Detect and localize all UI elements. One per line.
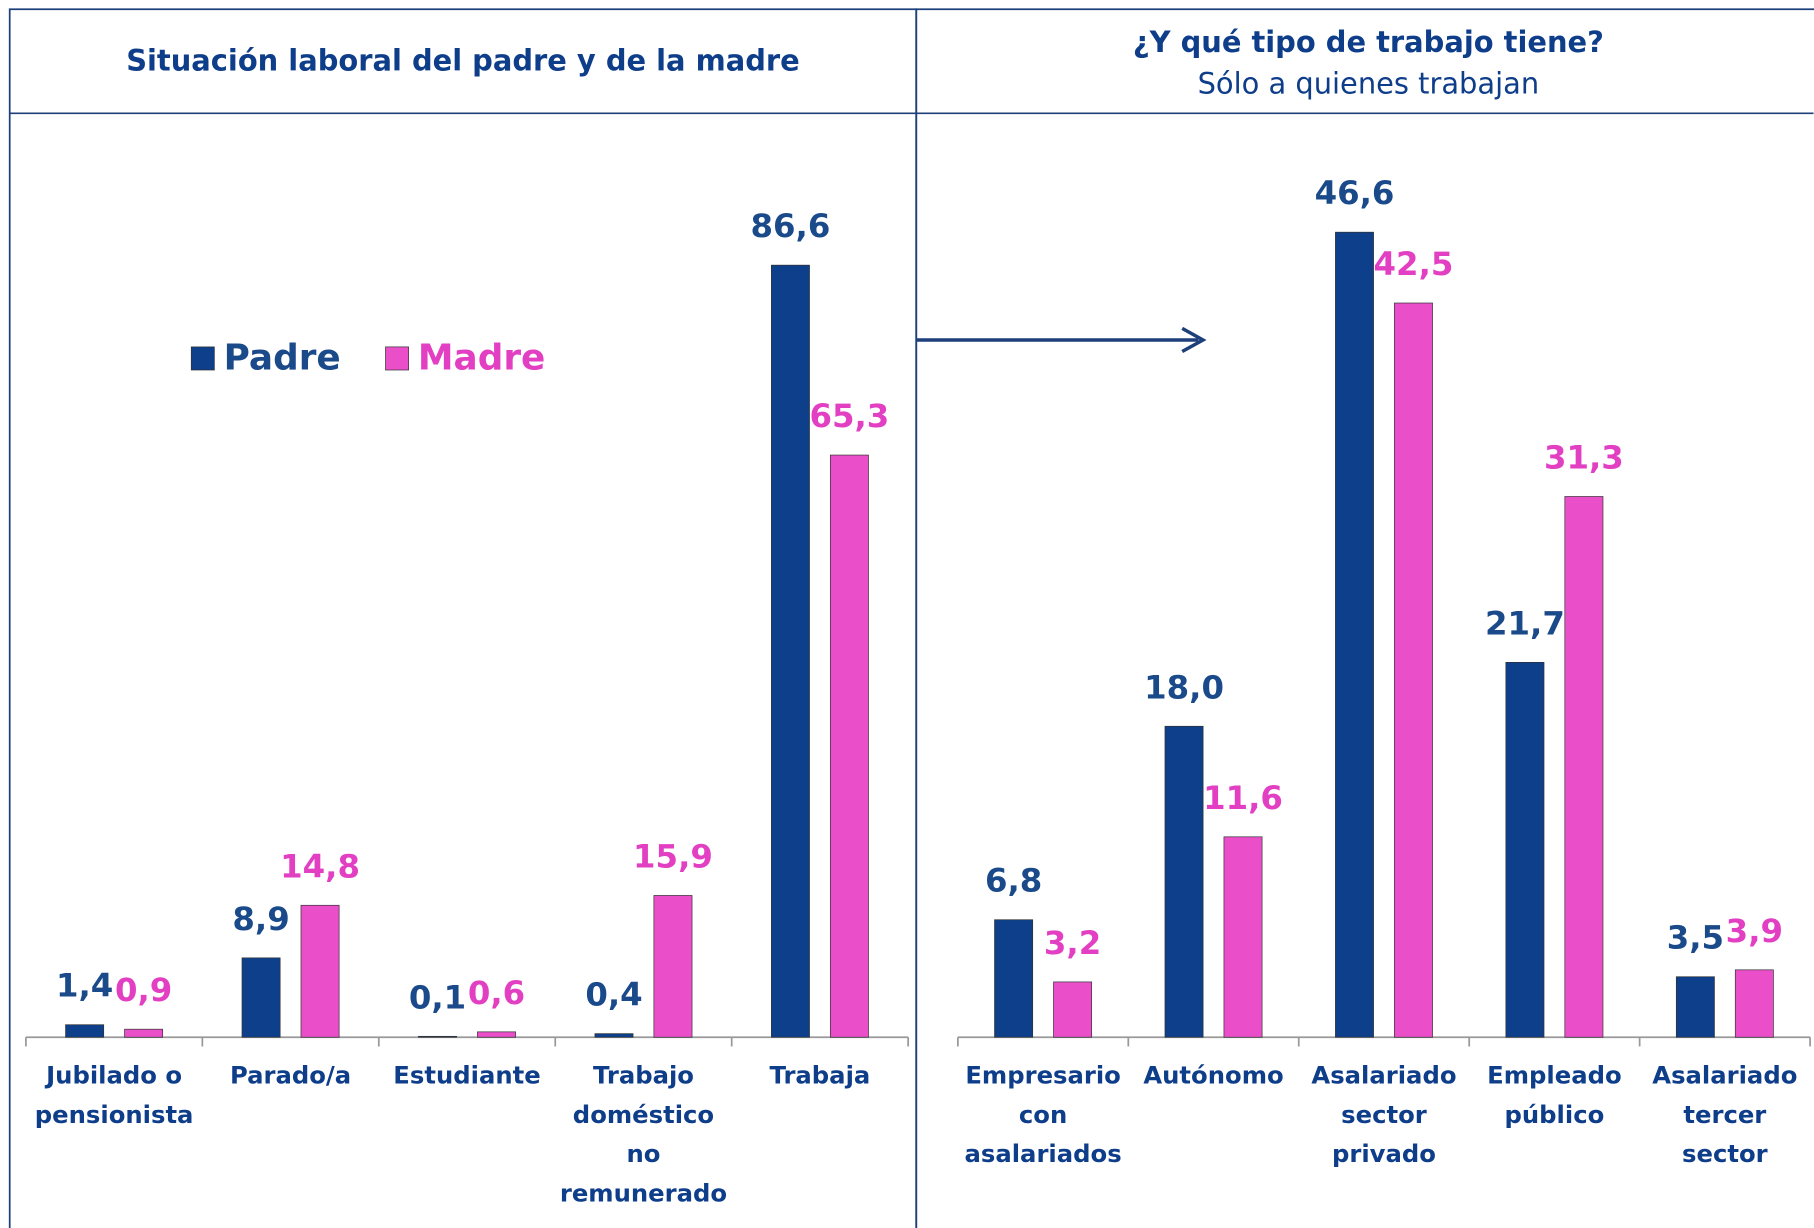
x-tick-label-box: Empleado público <box>1487 1061 1622 1129</box>
chart-title: Situación laboral del padre y de la madr… <box>126 43 800 77</box>
data-label: 14,8 <box>280 847 360 885</box>
data-label: 0,1 <box>409 978 466 1016</box>
x-tick-label-box: Estudiante <box>393 1061 541 1090</box>
x-tick-label: Empresario con asalariados <box>964 1061 1122 1168</box>
data-label: 0,4 <box>585 976 642 1014</box>
bar <box>1335 231 1374 1038</box>
chart-subtitle: Sólo a quienes trabajan <box>1198 67 1540 101</box>
data-label: 6,8 <box>985 862 1042 900</box>
bar <box>1053 981 1093 1038</box>
data-label: 8,9 <box>232 900 289 938</box>
bar <box>124 1028 164 1038</box>
bar <box>1505 661 1545 1038</box>
data-label: 21,7 <box>1485 604 1565 642</box>
data-label: 15,9 <box>633 837 713 875</box>
bar <box>994 919 1034 1038</box>
bar <box>1164 725 1204 1038</box>
bar <box>477 1031 516 1038</box>
data-label: 18,0 <box>1144 668 1224 706</box>
x-tick-label-box: Asalariado sector privado <box>1311 1061 1457 1168</box>
x-tick-label-box: Empresario con asalariados <box>964 1061 1122 1168</box>
x-tick-label-box: Jubilado o pensionista <box>34 1061 194 1129</box>
arrow-head <box>1181 326 1207 354</box>
bar <box>594 1033 634 1038</box>
x-tick-label-box: Asalariado tercer sector <box>1652 1061 1798 1168</box>
x-tick-label: Asalariado tercer sector <box>1652 1061 1798 1168</box>
x-tick-label-box: Autónomo <box>1143 1061 1284 1090</box>
x-tick-label: Parado/a <box>229 1061 352 1090</box>
x-tick-label: Asalariado sector privado <box>1311 1061 1457 1168</box>
bar <box>1223 836 1263 1038</box>
x-tick-label: Trabajo doméstico no remunerado <box>559 1061 728 1208</box>
x-tick-label-box: Trabaja <box>769 1061 871 1090</box>
legend-swatch <box>190 346 215 371</box>
data-label: 65,3 <box>809 397 889 435</box>
data-label: 0,9 <box>115 971 172 1009</box>
x-tick-label: Autónomo <box>1143 1061 1284 1090</box>
bar <box>829 454 869 1038</box>
bar <box>653 895 693 1038</box>
data-label: 42,5 <box>1374 245 1454 283</box>
bar <box>241 957 281 1038</box>
bar <box>1394 302 1433 1038</box>
bar <box>65 1024 105 1038</box>
data-label: 86,6 <box>751 207 831 245</box>
bar <box>418 1035 457 1038</box>
bar <box>1675 976 1715 1038</box>
data-label: 3,2 <box>1044 924 1101 962</box>
bar <box>300 904 340 1038</box>
data-label: 0,6 <box>468 974 525 1012</box>
x-tick-label: Trabaja <box>769 1061 871 1090</box>
data-label: 3,9 <box>1726 912 1783 950</box>
right-panel <box>915 8 1814 1228</box>
x-tick-label: Empleado público <box>1487 1061 1622 1129</box>
bar <box>1734 969 1774 1038</box>
data-label: 1,4 <box>56 967 113 1005</box>
x-tick-label: Jubilado o pensionista <box>34 1061 194 1129</box>
legend-label: Padre <box>224 338 341 379</box>
chart-title: ¿Y qué tipo de trabajo tiene? <box>1133 25 1604 59</box>
data-label: 31,3 <box>1544 438 1624 476</box>
bar <box>771 264 810 1038</box>
x-tick-label-box: Parado/a <box>229 1061 352 1090</box>
legend-label: Madre <box>418 338 545 379</box>
x-tick-label: Estudiante <box>393 1061 541 1090</box>
x-tick-label-box: Trabajo doméstico no remunerado <box>559 1061 728 1208</box>
data-label: 11,6 <box>1203 779 1283 817</box>
data-label: 3,5 <box>1667 919 1724 957</box>
bar <box>1564 496 1604 1038</box>
data-label: 46,6 <box>1315 174 1395 212</box>
legend-swatch <box>385 346 409 371</box>
